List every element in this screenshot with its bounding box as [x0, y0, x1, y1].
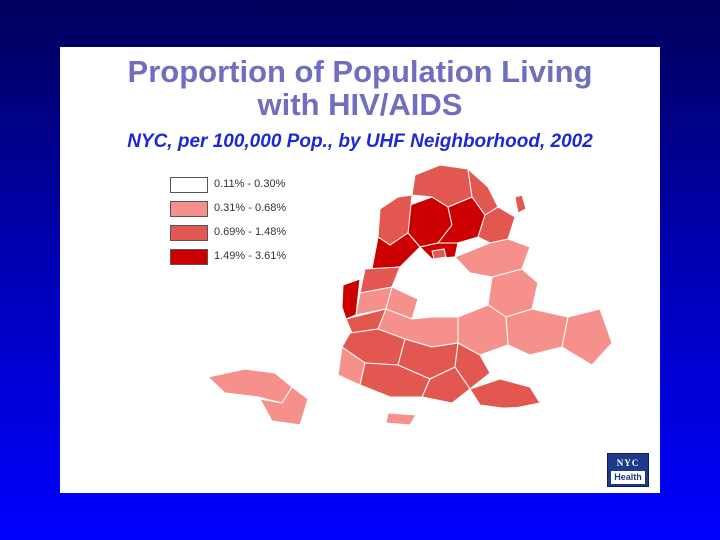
legend-label: 1.49% - 3.61% [214, 250, 287, 262]
legend-swatch [170, 225, 208, 241]
legend-swatch [170, 201, 208, 217]
legend-swatch [170, 249, 208, 265]
legend-swatch [170, 177, 208, 193]
legend-item: 0.69% - 1.48% [170, 225, 370, 243]
map-region-rikers [431, 248, 447, 260]
legend-item: 1.49% - 3.61% [170, 249, 370, 267]
legend-label: 0.69% - 1.48% [214, 226, 287, 238]
title-line-2: with HIV/AIDS [257, 87, 463, 122]
map-region-city-island [514, 194, 527, 214]
map-region-brooklyn-coney [385, 412, 417, 426]
map-region-jamaica-bay-islands [469, 378, 541, 410]
legend-label: 0.31% - 0.68% [214, 202, 287, 214]
map-region-brooklyn-east [454, 342, 491, 390]
map-region-brooklyn-southeast [421, 366, 471, 404]
title-line-1: Proportion of Population Living [127, 54, 593, 89]
slide-card: Proportion of Population Living with HIV… [60, 47, 660, 493]
map-region-queens-far-southeast [561, 308, 613, 366]
page-title: Proportion of Population Living with HIV… [60, 55, 660, 121]
nyc-choropleth-map [184, 164, 613, 476]
map-region-manhattan-lower [341, 278, 361, 320]
map-region-queens-south [505, 308, 569, 356]
legend-item: 0.11% - 0.30% [170, 177, 370, 195]
map-region-rockaway [429, 396, 606, 426]
legend-label: 0.11% - 0.30% [214, 178, 286, 190]
page-subtitle: NYC, per 100,000 Pop., by UHF Neighborho… [127, 131, 593, 152]
logo-bottom-text: Health [611, 471, 645, 484]
legend-item: 0.31% - 0.68% [170, 201, 370, 219]
nyc-health-logo: NYC Health [607, 453, 649, 487]
map-region-bronx-north [411, 164, 473, 208]
map-region-staten-island-east [244, 420, 301, 466]
map-region-staten-island-south [184, 392, 273, 476]
logo-top-text: NYC [616, 458, 640, 468]
